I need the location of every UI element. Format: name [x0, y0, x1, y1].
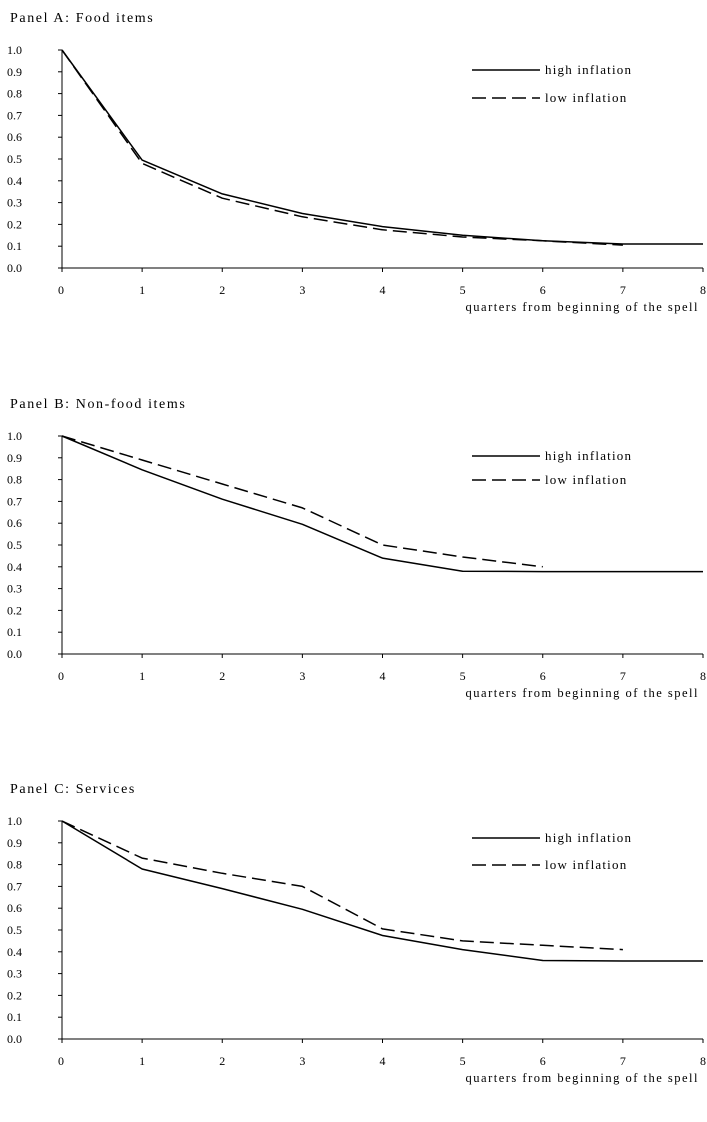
y-tick-label: 1.0 — [7, 429, 22, 443]
x-tick-label: 0 — [58, 283, 64, 297]
y-tick-label: 0.2 — [7, 988, 22, 1002]
x-tick-label: 6 — [540, 669, 546, 683]
x-tick-label: 8 — [700, 669, 706, 683]
y-tick-label: 0.0 — [7, 647, 22, 661]
series-line-high-inflation — [61, 435, 703, 573]
x-tick-label: 8 — [700, 283, 706, 297]
x-tick-label: 8 — [700, 1054, 706, 1068]
x-tick-label: 3 — [299, 1054, 305, 1068]
y-tick-label: 0.5 — [7, 923, 22, 937]
y-tick-label: 0.3 — [7, 967, 22, 981]
y-tick-label: 0.4 — [7, 174, 22, 188]
y-tick-label: 0.9 — [7, 65, 22, 79]
legend-label: low inflation — [545, 857, 627, 872]
y-tick-label: 0.4 — [7, 560, 22, 574]
x-tick-label: 1 — [139, 669, 145, 683]
x-tick-label: 2 — [219, 283, 225, 297]
y-tick-label: 0.3 — [7, 582, 22, 596]
y-tick-label: 0.6 — [7, 901, 22, 915]
y-tick-label: 0.5 — [7, 152, 22, 166]
x-tick-label: 5 — [460, 669, 466, 683]
x-tick-label: 0 — [58, 669, 64, 683]
x-axis-title: quarters from beginning of the spell — [466, 300, 699, 314]
y-tick-label: 0.8 — [7, 473, 22, 487]
y-tick-label: 1.0 — [7, 43, 22, 57]
y-tick-label: 0.1 — [7, 239, 22, 253]
y-tick-label: 1.0 — [7, 814, 22, 828]
x-tick-label: 7 — [620, 669, 626, 683]
legend-label: high inflation — [545, 62, 632, 77]
x-tick-label: 0 — [58, 1054, 64, 1068]
x-tick-label: 5 — [460, 283, 466, 297]
panel-b: Panel B: Non-food items 0.0 0.1 0.2 0.3 0.4 0.… — [7, 397, 706, 700]
y-tick-label: 0.7 — [7, 879, 22, 893]
y-tick-label: 0.0 — [7, 261, 22, 275]
y-tick-label: 0.5 — [7, 538, 22, 552]
panel-title: Panel B: Non-food items — [10, 397, 186, 412]
y-tick-label: 0.2 — [7, 603, 22, 617]
series-line-high-inflation — [61, 820, 703, 962]
x-tick-label: 5 — [460, 1054, 466, 1068]
x-tick-label: 4 — [380, 283, 386, 297]
legend-label: low inflation — [545, 90, 627, 105]
y-tick-label: 0.6 — [7, 516, 22, 530]
legend-label: high inflation — [545, 448, 632, 463]
series-line-high-inflation — [61, 49, 703, 245]
y-tick-label: 0.3 — [7, 196, 22, 210]
y-tick-label: 0.9 — [7, 451, 22, 465]
x-tick-label: 3 — [299, 283, 305, 297]
x-tick-label: 3 — [299, 669, 305, 683]
x-tick-label: 7 — [620, 1054, 626, 1068]
x-tick-label: 7 — [620, 283, 626, 297]
series-line-low-inflation — [61, 435, 543, 568]
legend-label: high inflation — [545, 830, 632, 845]
x-tick-label: 1 — [139, 283, 145, 297]
x-tick-label: 6 — [540, 283, 546, 297]
x-tick-label: 2 — [219, 669, 225, 683]
x-axis-title: quarters from beginning of the spell — [466, 686, 699, 700]
x-axis-title: quarters from beginning of the spell — [466, 1071, 699, 1085]
x-tick-label: 4 — [380, 1054, 386, 1068]
y-tick-label: 0.1 — [7, 1010, 22, 1024]
x-tick-label: 6 — [540, 1054, 546, 1068]
y-tick-label: 0.7 — [7, 108, 22, 122]
legend-label: low inflation — [545, 472, 627, 487]
y-tick-label: 0.8 — [7, 858, 22, 872]
y-tick-label: 0.9 — [7, 836, 22, 850]
panel-title: Panel A: Food items — [10, 11, 154, 26]
y-tick-label: 0.0 — [7, 1032, 22, 1046]
y-tick-label: 0.4 — [7, 945, 22, 959]
panel-title: Panel C: Services — [10, 782, 136, 797]
series-line-low-inflation — [61, 820, 623, 951]
y-tick-label: 0.2 — [7, 217, 22, 231]
y-tick-label: 0.1 — [7, 625, 22, 639]
series-line-low-inflation — [61, 49, 623, 246]
panel-a: Panel A: Food items 0.0 0.1 0.2 0.3 0.4 0.5 0.6… — [7, 11, 706, 314]
x-tick-label: 1 — [139, 1054, 145, 1068]
y-tick-label: 0.6 — [7, 130, 22, 144]
panel-c: Panel C: Services 0.0 0.1 0.2 0.3 0.4 0.5 0.6 0.… — [7, 782, 706, 1085]
x-tick-label: 2 — [219, 1054, 225, 1068]
y-tick-label: 0.8 — [7, 87, 22, 101]
y-tick-label: 0.7 — [7, 494, 22, 508]
x-tick-label: 4 — [380, 669, 386, 683]
